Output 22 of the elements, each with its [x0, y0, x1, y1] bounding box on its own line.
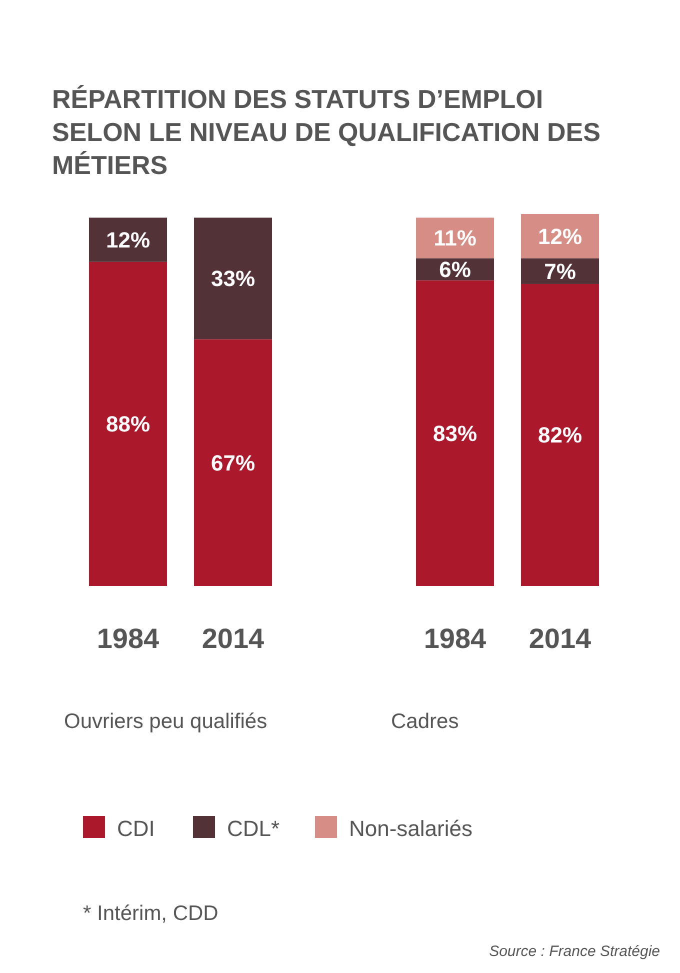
data-label: 88%	[106, 412, 150, 437]
data-label: 7%	[544, 258, 576, 284]
x-tick-label: 1984	[424, 623, 487, 654]
data-label: 11%	[434, 226, 476, 251]
data-label: 82%	[538, 422, 582, 448]
text: Cadres	[391, 710, 459, 733]
x-tick-label: 2014	[528, 623, 592, 654]
chart-title: RÉPARTITION DES STATUTS D’EMPLOI SELON LE NIVEAU DE QUALIFICATION DES MÉTIERS	[52, 84, 600, 180]
data-label: 6%	[439, 256, 471, 282]
legend-label: Non-salariés	[349, 816, 472, 841]
x-tick-label: 2014	[202, 623, 265, 654]
legend-label: CDL*	[227, 816, 280, 841]
legend-label: CDI	[117, 816, 155, 841]
data-label: 12%	[538, 224, 582, 249]
data-label: 83%	[432, 420, 478, 446]
source-note: Source : France Stratégie	[489, 943, 660, 960]
text: * Intérim, CDD	[83, 902, 218, 925]
data-label: 12%	[106, 227, 150, 252]
data-label: 67%	[210, 450, 256, 476]
text: Ouvriers peu qualifiés	[64, 710, 268, 733]
x-tick-label: 1984	[96, 623, 160, 654]
data-label: 33%	[210, 266, 256, 292]
